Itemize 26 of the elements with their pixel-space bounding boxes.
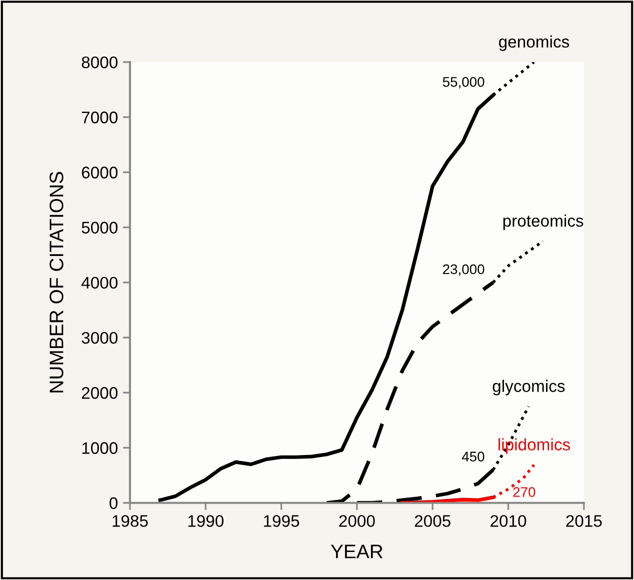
text: proteomics (503, 214, 584, 230)
y-tick-label: 6000 (82, 166, 118, 178)
annotation: 270 (513, 487, 536, 497)
x-tick-label: 2015 (566, 515, 602, 527)
x-axis-title: YEAR (330, 544, 383, 558)
x-tick-label: 1985 (112, 515, 148, 527)
text: genomics (499, 35, 570, 51)
y-tick-label: 8000 (82, 56, 118, 68)
annotation: 450 (462, 452, 484, 462)
text: glycomics (492, 380, 565, 396)
x-tick-label: 2000 (339, 515, 375, 527)
x-tick-label: 2010 (490, 515, 526, 527)
y-tick-label: 7000 (82, 112, 118, 124)
annotation: 23,000 (443, 264, 484, 276)
y-tick-label: 3000 (82, 332, 118, 344)
y-tick-label: 0 (110, 497, 118, 510)
y-tick-label: 1000 (82, 442, 118, 454)
y-tick-label: 5000 (82, 222, 118, 234)
annotation: 55,000 (442, 76, 484, 88)
text: lipidomics (498, 438, 570, 454)
x-tick-label: 1990 (188, 515, 224, 527)
y-tick-label: 2000 (82, 387, 118, 399)
x-tick-label: 1995 (264, 515, 300, 527)
y-axis-title: NUMBER OF CITATIONS (50, 172, 64, 392)
x-tick-label: 2005 (414, 515, 450, 527)
y-tick-label: 4000 (81, 276, 118, 289)
